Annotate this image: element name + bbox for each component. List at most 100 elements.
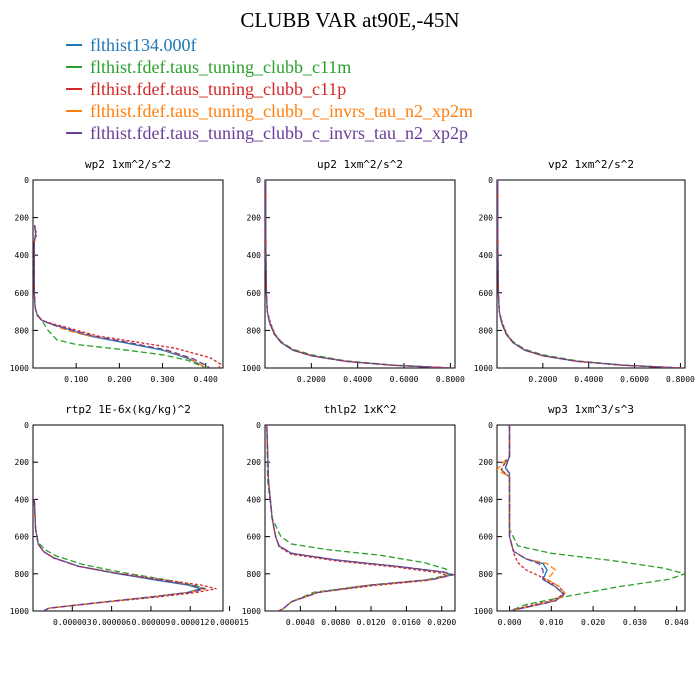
plot-frame — [496, 179, 686, 369]
y-tick-label: 600 — [15, 289, 30, 298]
y-tick-label: 1000 — [242, 607, 261, 616]
y-tick-label: 0 — [24, 176, 29, 185]
x-tick-label: 0.4000 — [343, 375, 372, 384]
x-tick-label: 0.2000 — [297, 375, 326, 384]
x-tick-label: 0.030 — [623, 618, 647, 627]
legend-item: flthist134.000f — [66, 34, 473, 56]
series-line — [500, 425, 685, 611]
plot-panel: vp2 1xm^2/s^2 0 200 400 600 800 1000 0.2000 0.40… — [474, 158, 695, 384]
series-line — [33, 499, 205, 611]
plot-frame — [32, 424, 224, 612]
legend-item: flthist.fdef.taus_tuning_clubb_c_invrs_t… — [66, 122, 473, 144]
y-tick-label: 0 — [256, 421, 261, 430]
y-tick-label: 800 — [15, 570, 30, 579]
x-tick-label: 0.0080 — [321, 618, 350, 627]
legend-swatch — [66, 109, 82, 112]
plot-title: thlp2 1xK^2 — [324, 403, 397, 416]
y-tick-label: 200 — [247, 214, 262, 223]
y-tick-label: 800 — [479, 326, 494, 335]
y-tick-label: 800 — [479, 570, 494, 579]
series-line — [33, 225, 211, 368]
y-tick-label: 1000 — [474, 607, 493, 616]
y-tick-label: 0 — [488, 176, 493, 185]
series-line — [497, 425, 567, 611]
series-line — [266, 425, 450, 611]
y-tick-label: 800 — [247, 326, 262, 335]
x-tick-label: 0.400 — [194, 375, 218, 384]
x-tick-label: 0.020 — [581, 618, 605, 627]
legend-swatch — [66, 131, 82, 134]
y-tick-label: 600 — [479, 289, 494, 298]
series-line — [33, 225, 206, 368]
y-tick-label: 200 — [15, 214, 30, 223]
legend-item: flthist.fdef.taus_tuning_clubb_c_invrs_t… — [66, 100, 473, 122]
y-tick-label: 200 — [15, 458, 30, 467]
x-tick-label: 0.100 — [64, 375, 88, 384]
legend-label: flthist.fdef.taus_tuning_clubb_c11p — [90, 79, 347, 99]
x-tick-label: 0.300 — [150, 375, 174, 384]
x-tick-label: 0.8000 — [436, 375, 465, 384]
legend-swatch — [66, 87, 82, 90]
x-tick-label: 0.0200 — [427, 618, 456, 627]
y-tick-label: 200 — [479, 214, 494, 223]
legend: flthist134.000f flthist.fdef.taus_tuning… — [66, 34, 473, 144]
y-tick-label: 600 — [247, 533, 262, 542]
x-tick-label: 0.000012 — [171, 618, 210, 627]
series-line — [500, 425, 565, 611]
x-tick-label: 0.0160 — [392, 618, 421, 627]
plot-panel: rtp2 1E-6x(kg/kg)^2 0 200 400 600 800 1000 0.00… — [10, 403, 249, 627]
legend-item: flthist.fdef.taus_tuning_clubb_c11p — [66, 78, 473, 100]
y-tick-label: 1000 — [10, 364, 29, 373]
plot-frame — [264, 424, 456, 612]
x-tick-label: 0.000009 — [132, 618, 171, 627]
x-tick-label: 0.8000 — [666, 375, 695, 384]
y-tick-label: 400 — [15, 251, 30, 260]
y-tick-label: 1000 — [474, 364, 493, 373]
legend-label: flthist134.000f — [90, 35, 197, 55]
legend-swatch — [66, 65, 82, 68]
plot-title: wp3 1xm^3/s^3 — [548, 403, 634, 416]
x-tick-label: 0.200 — [107, 375, 131, 384]
page-title: CLUBB VAR at90E,-45N — [240, 8, 460, 32]
x-tick-label: 0.010 — [539, 618, 563, 627]
y-tick-label: 1000 — [242, 364, 261, 373]
x-tick-label: 0.6000 — [620, 375, 649, 384]
legend-label: flthist.fdef.taus_tuning_clubb_c11m — [90, 57, 352, 77]
y-tick-label: 200 — [247, 458, 262, 467]
y-tick-label: 0 — [488, 421, 493, 430]
series-line — [33, 224, 222, 368]
x-tick-label: 0.4000 — [574, 375, 603, 384]
plot-title: wp2 1xm^2/s^2 — [85, 158, 171, 171]
y-tick-label: 800 — [247, 570, 262, 579]
legend-swatch — [66, 43, 82, 46]
y-tick-label: 1000 — [10, 607, 29, 616]
x-tick-label: 0.000003 — [53, 618, 92, 627]
x-tick-label: 0.040 — [665, 618, 689, 627]
plot-panel: up2 1xm^2/s^2 0 200 400 600 800 1000 0.2000 0.40… — [242, 158, 465, 384]
y-tick-label: 400 — [479, 495, 494, 504]
plot-panel: wp2 1xm^2/s^2 0 200 400 600 800 1000 0.100 0.200… — [10, 158, 224, 384]
y-tick-label: 0 — [24, 421, 29, 430]
y-tick-label: 0 — [256, 176, 261, 185]
x-tick-label: 0.2000 — [528, 375, 557, 384]
x-tick-label: 0.6000 — [390, 375, 419, 384]
legend-label: flthist.fdef.taus_tuning_clubb_c_invrs_t… — [90, 123, 468, 143]
x-tick-label: 0.000 — [497, 618, 521, 627]
y-tick-label: 600 — [247, 289, 262, 298]
plot-frame — [264, 179, 456, 369]
legend-item: flthist.fdef.taus_tuning_clubb_c11m — [66, 56, 473, 78]
plot-frame — [32, 179, 224, 369]
y-tick-label: 600 — [15, 533, 30, 542]
y-tick-label: 400 — [247, 251, 262, 260]
x-tick-label: 0.0120 — [357, 618, 386, 627]
y-tick-label: 200 — [479, 458, 494, 467]
y-tick-label: 400 — [247, 495, 262, 504]
plot-title: vp2 1xm^2/s^2 — [548, 158, 634, 171]
y-tick-label: 600 — [479, 533, 494, 542]
y-tick-label: 400 — [479, 251, 494, 260]
series-line — [266, 425, 455, 611]
legend-label: flthist.fdef.taus_tuning_clubb_c_invrs_t… — [90, 101, 473, 121]
x-tick-label: 0.000006 — [92, 618, 131, 627]
series-line — [504, 425, 565, 611]
